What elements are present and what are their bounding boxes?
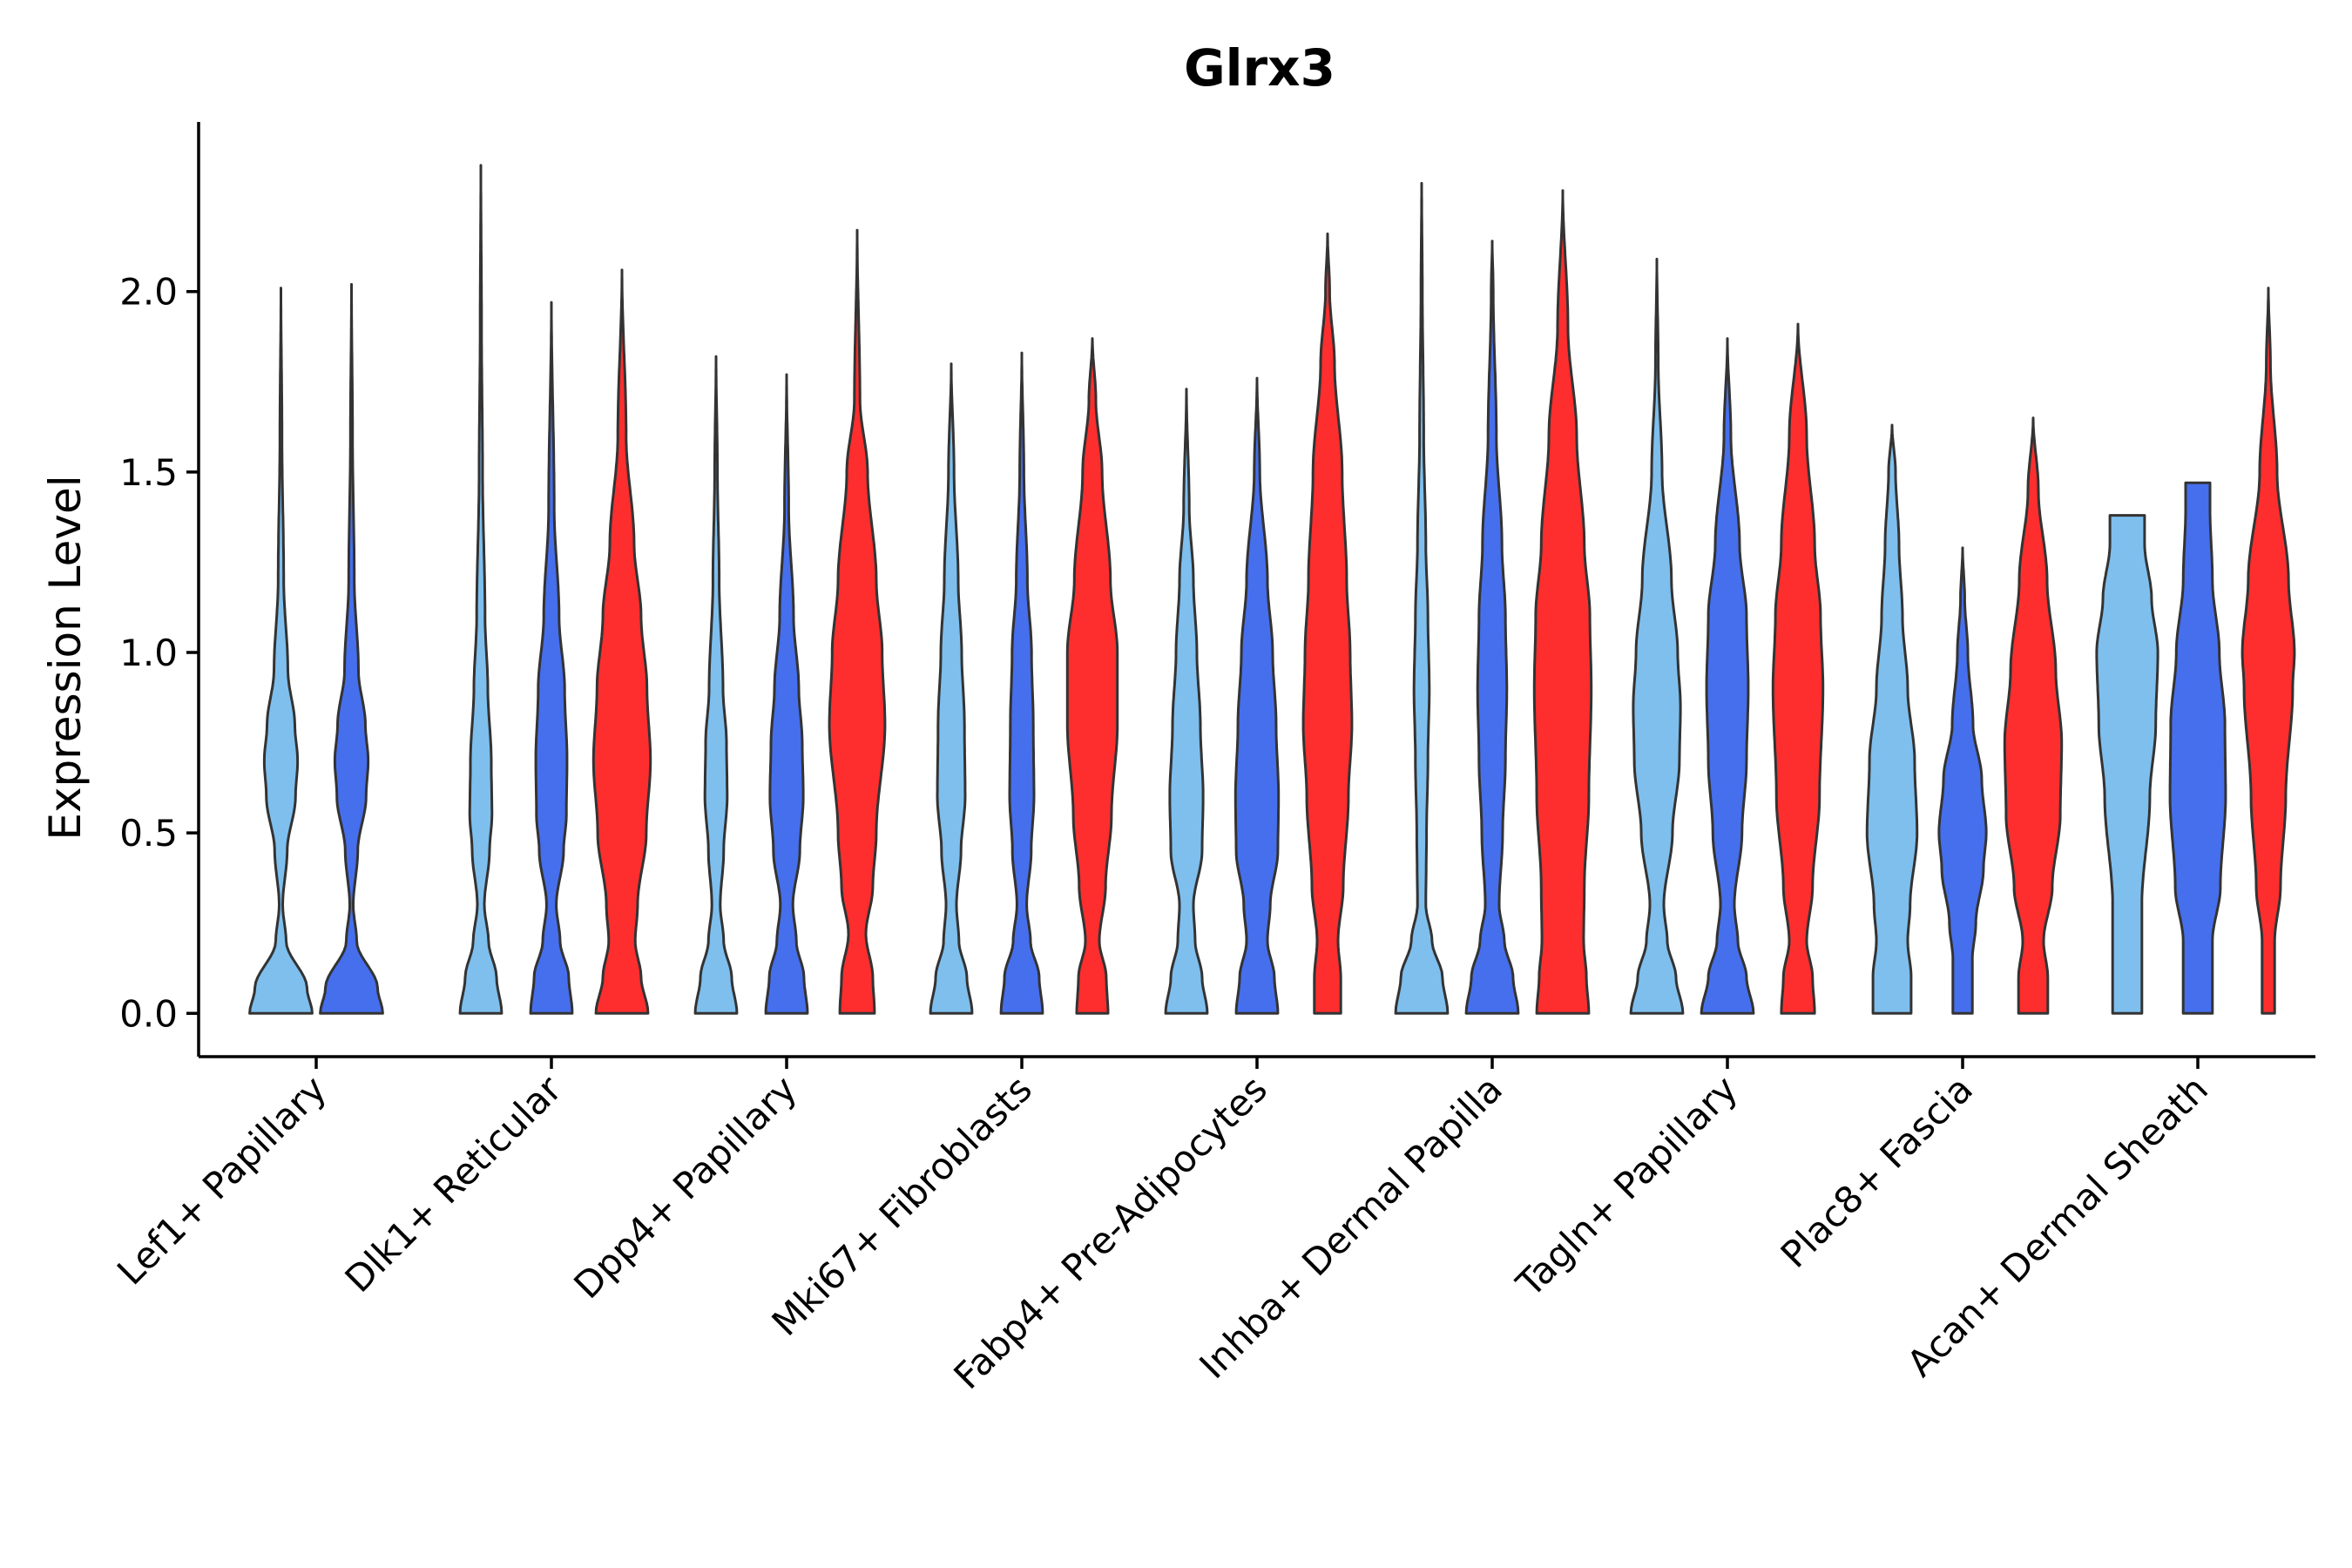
- violin-inhba-dermal-papilla-3: [1532, 189, 1593, 1015]
- violin-inhba-dermal-papilla-2: [1464, 240, 1520, 1015]
- violin-dlk1-reticular-2: [529, 301, 574, 1015]
- y-axis-label: Expression Level: [40, 475, 91, 840]
- violin-plac8-fascia-1: [1865, 423, 1919, 1015]
- violin-dpp4-papillary-3: [828, 228, 887, 1015]
- x-category-label: Plac8+ Fascia: [1773, 1067, 1981, 1275]
- x-category-label: Dlk1+ Reticular: [337, 1067, 571, 1301]
- violin-fabp4-pre-adipocytes-2: [1233, 376, 1281, 1015]
- violin-tagln-papillary-3: [1771, 322, 1825, 1015]
- violins-layer: [248, 164, 2296, 1015]
- violin-tagln-papillary-2: [1700, 337, 1755, 1015]
- y-tick-label: 2.0: [119, 271, 178, 314]
- y-tick-label: 0.0: [119, 992, 178, 1035]
- x-category-label: Tagln+ Papillary: [1508, 1067, 1746, 1305]
- violin-fabp4-pre-adipocytes-3: [1301, 232, 1354, 1015]
- violin-mki67-fibroblasts-1: [929, 362, 974, 1015]
- violin-fabp4-pre-adipocytes-1: [1164, 388, 1209, 1015]
- violin-mki67-fibroblasts-3: [1065, 337, 1119, 1015]
- x-category-label: Dpp4+ Papillary: [565, 1067, 805, 1307]
- axes-layer: 0.0 0.5 1.0 1.5 2.0 Lef1+ Papillary Dlk1+ Reti…: [109, 122, 2315, 1397]
- violin-acan-dermal-sheath-3: [2240, 287, 2296, 1015]
- y-tick-label: 0.5: [119, 812, 178, 855]
- violin-plac8-fascia-2: [1937, 546, 1988, 1015]
- violin-mki67-fibroblasts-2: [999, 351, 1044, 1015]
- violin-acan-dermal-sheath-1: [2095, 514, 2159, 1015]
- violin-lef1-papillary-1: [248, 287, 314, 1015]
- violin-lef1-papillary-2: [319, 282, 384, 1015]
- violin-dpp4-papillary-2: [764, 373, 809, 1015]
- violin-acan-dermal-sheath-2: [2168, 481, 2227, 1015]
- chart-title: Glrx3: [1184, 38, 1335, 98]
- x-category-label: Lef1+ Papillary: [109, 1067, 335, 1293]
- violin-dlk1-reticular-3: [591, 268, 652, 1015]
- y-tick-label: 1.0: [119, 632, 178, 674]
- violin-dlk1-reticular-1: [458, 164, 504, 1015]
- violin-plac8-fascia-3: [2003, 416, 2064, 1015]
- y-tick-label: 1.5: [119, 451, 178, 494]
- x-category-label: Mki67+ Fibroblasts: [764, 1067, 1040, 1343]
- violin-inhba-dermal-papilla-1: [1394, 181, 1450, 1015]
- violin-tagln-papillary-1: [1629, 257, 1685, 1015]
- violin-dpp4-papillary-1: [693, 355, 739, 1015]
